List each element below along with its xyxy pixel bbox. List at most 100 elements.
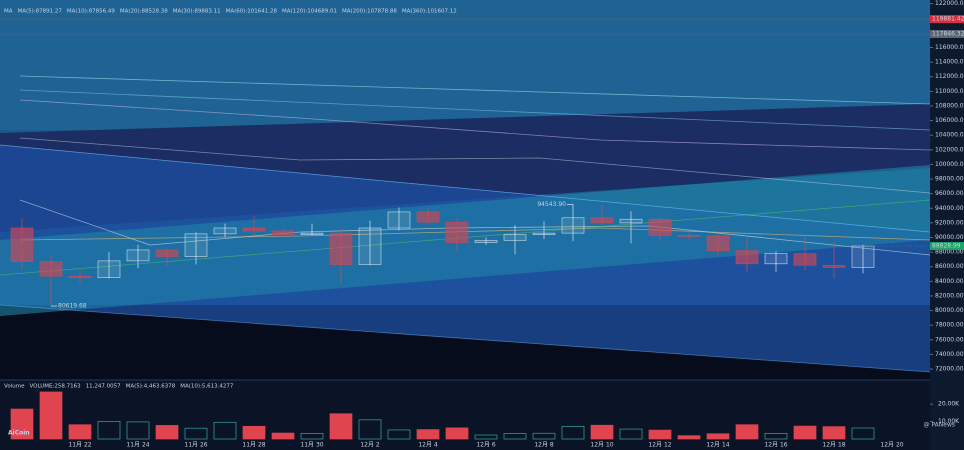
volume-tick-label: 20.00K bbox=[938, 401, 960, 408]
volume-legend-item: VOLUME:258.7163 bbox=[29, 384, 81, 390]
price-axis bbox=[930, 0, 964, 450]
candle-body bbox=[706, 235, 730, 251]
y-tick-label: 112000.00 bbox=[935, 73, 964, 80]
volume-bar bbox=[97, 421, 121, 440]
volume-bar bbox=[184, 427, 208, 440]
candle-body bbox=[213, 227, 237, 235]
candle-body bbox=[474, 240, 498, 243]
candle-body bbox=[10, 227, 34, 262]
legend-item: MA(20):88528.38 bbox=[120, 9, 168, 15]
price-tag bbox=[930, 15, 964, 24]
candle-body bbox=[387, 211, 411, 229]
candle-body bbox=[126, 249, 150, 262]
candle-body bbox=[329, 232, 353, 265]
legend-item: MA(5):87891.27 bbox=[18, 9, 63, 15]
volume-bar bbox=[503, 433, 527, 440]
candle-body bbox=[68, 275, 92, 278]
price-tag-label: 117846.32 bbox=[932, 31, 964, 38]
y-tick-label: 76000.00 bbox=[935, 336, 964, 343]
volume-background bbox=[0, 380, 930, 450]
x-tick-label: 12月 20 bbox=[880, 442, 903, 449]
candle-body bbox=[242, 227, 266, 232]
candle-body bbox=[590, 217, 614, 224]
volume-bar bbox=[10, 408, 34, 440]
candle-body bbox=[358, 227, 382, 265]
x-tick-label: 11月 26 bbox=[184, 442, 207, 449]
volume-bar bbox=[590, 424, 614, 440]
volume-legend-item: Volume bbox=[4, 384, 25, 390]
y-tick-label: 104000.00 bbox=[935, 132, 964, 139]
volume-bar bbox=[822, 426, 846, 440]
volume-bar bbox=[271, 432, 295, 440]
x-tick-label: 12月 4 bbox=[418, 442, 438, 449]
x-tick-label: 12月 16 bbox=[764, 442, 787, 449]
volume-bar bbox=[39, 391, 63, 440]
volume-bar bbox=[213, 421, 237, 440]
candle-body bbox=[764, 253, 788, 265]
y-tick-label: 106000.00 bbox=[935, 117, 964, 124]
x-tick-label: 12月 6 bbox=[476, 442, 496, 449]
volume-bar bbox=[68, 424, 92, 440]
volume-bar bbox=[329, 413, 353, 440]
y-tick-label: 94000.00 bbox=[935, 205, 964, 212]
legend-item: MA(60):101641.28 bbox=[226, 9, 278, 15]
x-tick-label: 12月 10 bbox=[590, 442, 613, 449]
y-tick-label: 108000.00 bbox=[935, 102, 964, 109]
legend-item: MA(30):89883.11 bbox=[173, 9, 221, 15]
y-tick-label: 88000.00 bbox=[935, 249, 964, 256]
y-tick-label: 102000.00 bbox=[935, 146, 964, 153]
volume-bar bbox=[155, 425, 179, 440]
volume-bar bbox=[735, 424, 759, 440]
legend-item: MA(360):101607.12 bbox=[402, 9, 457, 15]
price-tag bbox=[930, 30, 964, 39]
candle-body bbox=[532, 232, 556, 235]
legend-item: MA(10):87856.49 bbox=[67, 9, 115, 15]
legend-item: MA(200):107878.88 bbox=[342, 9, 397, 15]
candle-body bbox=[851, 245, 875, 268]
x-tick-label: 12月 14 bbox=[706, 442, 729, 449]
volume-bar bbox=[387, 429, 411, 440]
y-tick-label: 80000.00 bbox=[935, 307, 964, 314]
x-tick-label: 11月 22 bbox=[68, 442, 91, 449]
watermark: @ PANews bbox=[924, 422, 955, 429]
candle-body bbox=[271, 230, 295, 235]
candle-body bbox=[445, 221, 469, 243]
volume-bar bbox=[416, 429, 440, 440]
candle-body bbox=[735, 250, 759, 265]
y-tick-label: 100000.00 bbox=[935, 161, 964, 168]
y-tick-label: 82000.00 bbox=[935, 292, 964, 299]
candle-body bbox=[184, 233, 208, 257]
candle-body bbox=[677, 235, 701, 237]
candle-body bbox=[97, 260, 121, 278]
y-tick-label: 122000.00 bbox=[935, 0, 964, 7]
candle-body bbox=[793, 253, 817, 266]
legend-item: MA(120):104689.01 bbox=[282, 9, 337, 15]
volume-bar bbox=[619, 428, 643, 440]
volume-legend-item: MA(5):4,463.6378 bbox=[126, 384, 176, 390]
volume-bar bbox=[706, 433, 730, 440]
volume-bar bbox=[677, 435, 701, 440]
current-price-label: 88828.99 bbox=[932, 243, 961, 250]
volume-bar bbox=[851, 427, 875, 440]
candle-body bbox=[300, 232, 324, 235]
volume-legend-item: MA(10):5,613.4277 bbox=[180, 384, 234, 390]
volume-bar bbox=[126, 421, 150, 440]
volume-bar bbox=[300, 433, 324, 440]
volume-tick-label: 10.00K bbox=[938, 418, 960, 425]
candle-body bbox=[648, 218, 672, 236]
y-tick-label: 98000.00 bbox=[935, 176, 964, 183]
x-tick-label: 12月 8 bbox=[534, 442, 554, 449]
y-tick-label: 96000.00 bbox=[935, 190, 964, 197]
price-tag-label: 119881.42 bbox=[932, 16, 964, 23]
y-tick-label: 90000.00 bbox=[935, 234, 964, 241]
current-price-tag bbox=[930, 242, 964, 251]
candle-body bbox=[561, 217, 585, 234]
volume-bar bbox=[561, 426, 585, 440]
x-tick-label: 12月 12 bbox=[648, 442, 671, 449]
y-tick-label: 84000.00 bbox=[935, 278, 964, 285]
x-tick-label: 11月 30 bbox=[300, 442, 323, 449]
watermark: AiCoin bbox=[8, 430, 30, 437]
y-tick-label: 92000.00 bbox=[935, 219, 964, 226]
candle-body bbox=[503, 234, 527, 241]
